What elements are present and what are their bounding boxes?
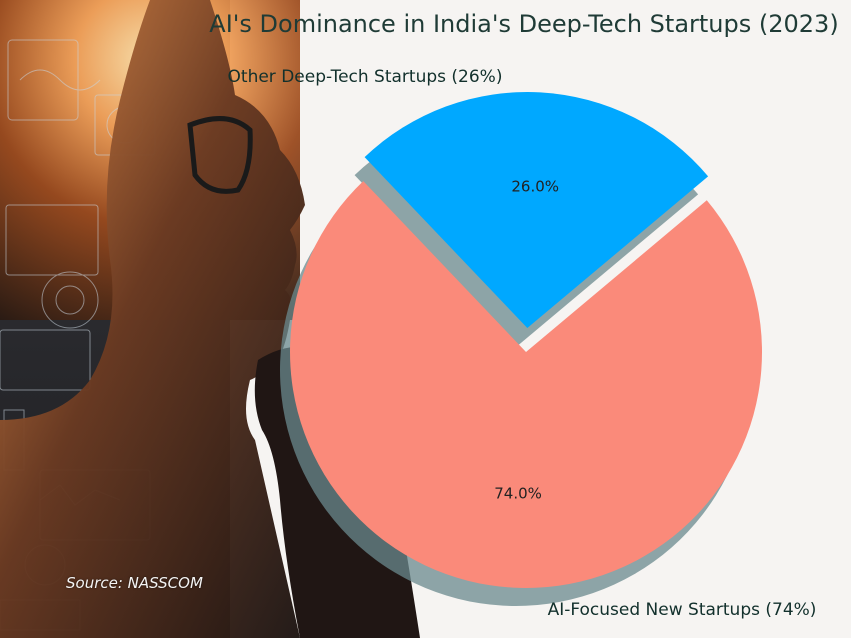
slice-label-other: Other Deep-Tech Startups (26%) xyxy=(228,67,503,87)
pie-slice-ai-focused[interactable] xyxy=(290,181,763,588)
glasses-icon xyxy=(187,116,253,194)
slice-label-ai: AI-Focused New Startups (74%) xyxy=(548,600,817,620)
chart-title: AI's Dominance in India's Deep-Tech Star… xyxy=(209,10,838,38)
source-note: Source: NASSCOM xyxy=(66,574,203,592)
pie-slice-other-deep-tech[interactable] xyxy=(364,92,709,329)
person-silhouette-icon xyxy=(0,0,305,638)
pie-pct-label: 74.0% xyxy=(494,484,542,502)
pie-pct-label: 26.0% xyxy=(511,178,559,196)
